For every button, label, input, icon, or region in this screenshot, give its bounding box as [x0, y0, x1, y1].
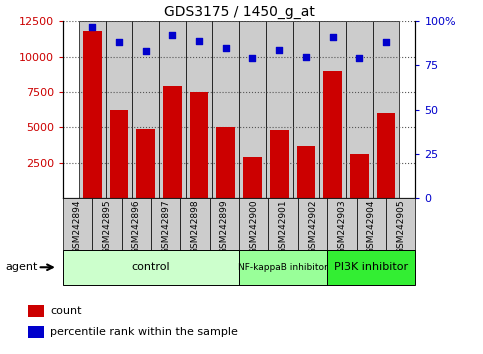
Text: GSM242899: GSM242899: [220, 200, 229, 255]
Bar: [239, 21, 266, 198]
Bar: [327, 250, 415, 285]
Bar: [346, 21, 373, 198]
Bar: [216, 127, 235, 198]
Bar: [239, 250, 327, 285]
Bar: [270, 130, 288, 198]
Bar: [136, 129, 155, 198]
Bar: [319, 21, 346, 198]
Text: GSM242905: GSM242905: [396, 200, 405, 255]
Text: GSM242900: GSM242900: [249, 200, 258, 255]
Point: [115, 40, 123, 45]
Point: [249, 56, 256, 61]
Bar: [110, 110, 128, 198]
Text: percentile rank within the sample: percentile rank within the sample: [50, 327, 238, 337]
Text: control: control: [132, 262, 170, 272]
Bar: [105, 21, 132, 198]
Bar: [83, 31, 101, 198]
Bar: [298, 198, 327, 250]
Point: [88, 24, 96, 29]
Bar: [350, 154, 369, 198]
Bar: [327, 198, 356, 250]
Text: GSM242898: GSM242898: [190, 200, 199, 255]
Bar: [377, 113, 396, 198]
Bar: [356, 198, 386, 250]
Bar: [323, 71, 342, 198]
Text: GSM242896: GSM242896: [132, 200, 141, 255]
Text: GSM242901: GSM242901: [279, 200, 288, 255]
Bar: [180, 198, 210, 250]
Bar: [269, 198, 298, 250]
Bar: [293, 21, 319, 198]
Point: [169, 33, 176, 38]
Text: GSM242895: GSM242895: [102, 200, 112, 255]
Bar: [28, 305, 44, 317]
Point: [302, 54, 310, 59]
Bar: [92, 198, 122, 250]
Text: GSM242903: GSM242903: [338, 200, 346, 255]
Text: GSM242897: GSM242897: [161, 200, 170, 255]
Text: GSM242904: GSM242904: [367, 200, 376, 254]
Point: [275, 47, 283, 52]
Bar: [297, 146, 315, 198]
Bar: [210, 198, 239, 250]
Bar: [243, 157, 262, 198]
Bar: [63, 198, 92, 250]
Bar: [79, 21, 105, 198]
Text: GSM242902: GSM242902: [308, 200, 317, 254]
Bar: [132, 21, 159, 198]
Bar: [266, 21, 293, 198]
Bar: [28, 326, 44, 338]
Bar: [373, 21, 399, 198]
Bar: [110, 110, 128, 198]
Bar: [270, 130, 288, 198]
Text: agent: agent: [5, 262, 37, 272]
Point: [355, 56, 363, 61]
Point: [142, 48, 149, 54]
Bar: [83, 31, 101, 198]
Text: PI3K inhibitor: PI3K inhibitor: [334, 262, 408, 272]
Bar: [190, 92, 208, 198]
Text: NF-kappaB inhibitor: NF-kappaB inhibitor: [238, 263, 328, 272]
Bar: [297, 146, 315, 198]
Bar: [190, 92, 208, 198]
Bar: [163, 86, 182, 198]
Bar: [386, 198, 415, 250]
Bar: [239, 198, 269, 250]
Point: [195, 38, 203, 44]
Bar: [63, 250, 239, 285]
Title: GDS3175 / 1450_g_at: GDS3175 / 1450_g_at: [164, 5, 314, 19]
Bar: [122, 198, 151, 250]
Bar: [216, 127, 235, 198]
Text: GSM242894: GSM242894: [73, 200, 82, 254]
Bar: [323, 71, 342, 198]
Text: count: count: [50, 306, 82, 316]
Bar: [243, 157, 262, 198]
Bar: [377, 113, 396, 198]
Bar: [151, 198, 180, 250]
Bar: [159, 21, 185, 198]
Point: [329, 34, 337, 40]
Bar: [185, 21, 213, 198]
Bar: [136, 129, 155, 198]
Bar: [213, 21, 239, 198]
Point: [222, 45, 229, 51]
Point: [382, 40, 390, 45]
Bar: [163, 86, 182, 198]
Bar: [350, 154, 369, 198]
